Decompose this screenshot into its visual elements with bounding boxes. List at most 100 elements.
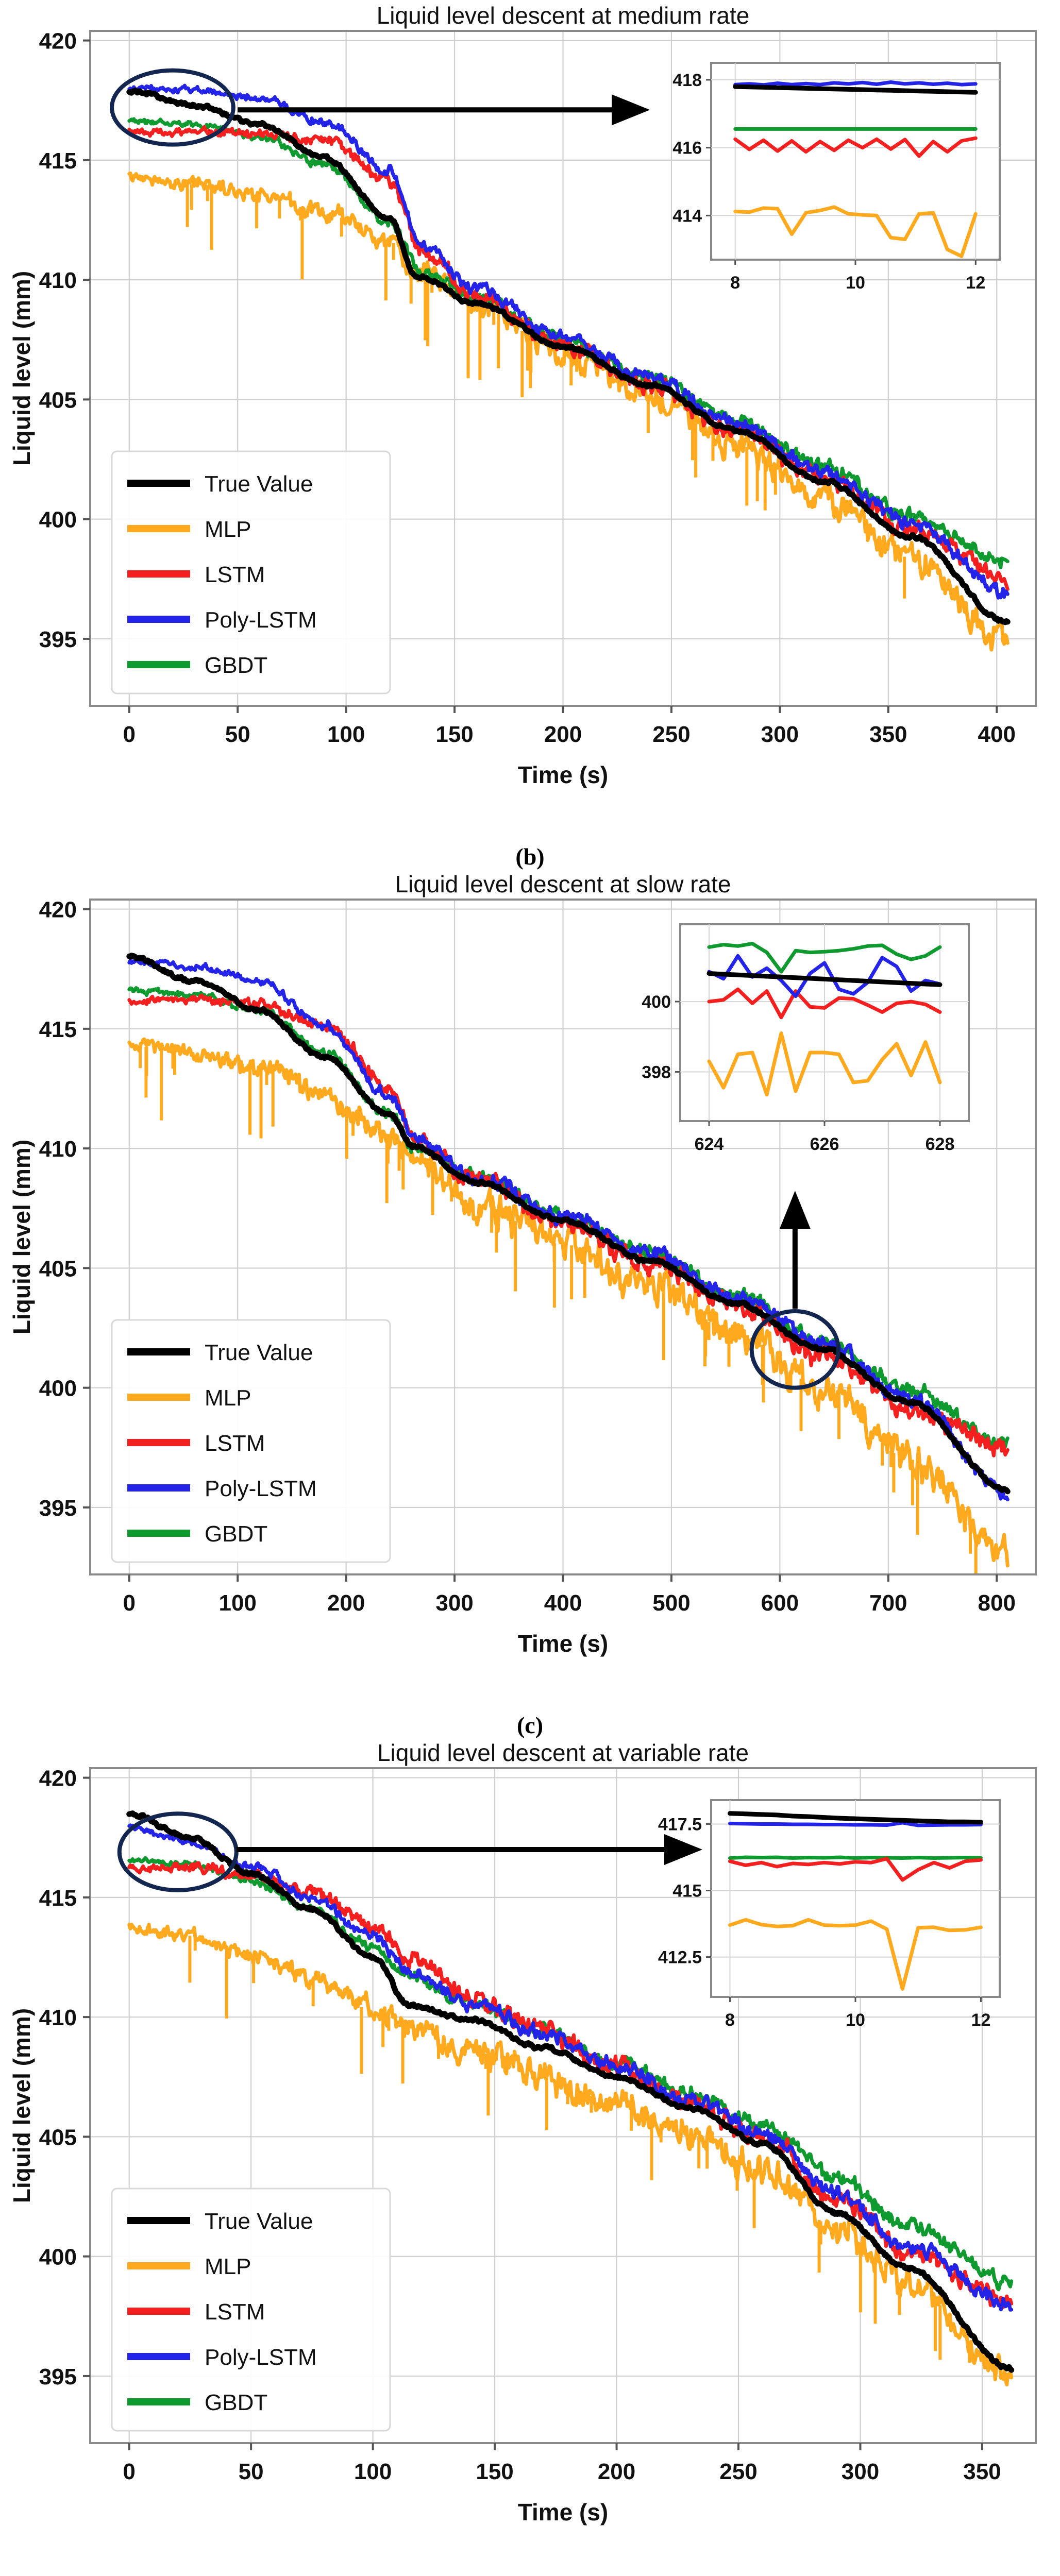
series-poly-lstm — [127, 1823, 1014, 2312]
zoom-region-circle — [110, 68, 235, 147]
inset-series-poly-lstm — [733, 80, 978, 87]
legend-label: GBDT — [205, 1521, 267, 1547]
chart-panel-c: 0 100 200 300 400 500 600 700 800 395 400 405 410 415… — [0, 869, 1060, 1737]
inset-x-tick-label: 8 — [725, 2010, 735, 2030]
inset-series-lstm — [733, 136, 978, 158]
plot-title: Liquid level descent at variable rate — [377, 1739, 749, 1766]
x-tick-label: 0 — [123, 1590, 136, 1616]
annotation-group — [110, 68, 650, 147]
legend-label: Poly-LSTM — [205, 607, 317, 633]
inset-y-tick-label: 415 — [672, 1882, 702, 1901]
legend-label: MLP — [205, 1385, 251, 1411]
x-axis-label: Time (s) — [518, 761, 609, 788]
legend-box — [111, 2188, 391, 2432]
x-axis-label: Time (s) — [518, 1630, 609, 1657]
x-tick-label: 100 — [354, 2459, 392, 2484]
x-tick-label: 150 — [435, 722, 473, 747]
y-tick-label: 400 — [39, 1376, 77, 1401]
inset-x-tick-label: 12 — [966, 273, 985, 293]
legend-label: True Value — [205, 2209, 313, 2234]
legend-label: GBDT — [205, 653, 267, 678]
axis-ticks: 0 50 100 150 200 250 300 350 400 395 400 405 410 415 4… — [39, 29, 1016, 747]
y-tick-label: 400 — [39, 507, 77, 533]
inset-y-tick-label: 414 — [672, 206, 702, 226]
plot-c: 0 100 200 300 400 500 600 700 800 395 400 405 410 415… — [8, 871, 1037, 1657]
annotation-group — [117, 1811, 702, 1892]
x-tick-label: 0 — [123, 722, 136, 747]
y-tick-label: 415 — [39, 148, 77, 174]
annotation-arrow-head — [664, 1834, 702, 1865]
plot-title: Liquid level descent at medium rate — [377, 2, 750, 29]
x-tick-label: 300 — [435, 1590, 473, 1616]
legend-label: LSTM — [205, 1431, 265, 1456]
y-tick-label: 420 — [39, 29, 77, 54]
x-tick-label: 150 — [476, 2459, 513, 2484]
inset-series-poly-lstm — [728, 1821, 983, 1827]
zoom-region-circle — [749, 1309, 841, 1390]
y-axis-label: Liquid level (mm) — [8, 271, 35, 466]
y-tick-label: 395 — [39, 627, 77, 652]
inset-x-tick-label: 10 — [846, 273, 865, 293]
x-tick-label: 50 — [239, 2459, 264, 2484]
inset-x-tick-label: 12 — [971, 2010, 991, 2030]
x-tick-label: 700 — [869, 1590, 907, 1616]
plot-d: 0 50 100 150 200 250 300 350 395 400 405 410 415 420 L… — [8, 1739, 1037, 2526]
x-tick-label: 500 — [652, 1590, 690, 1616]
plot-title: Liquid level descent at slow rate — [395, 871, 731, 897]
legend-label: Poly-LSTM — [205, 1476, 317, 1501]
inset-series-lstm — [728, 1857, 983, 1882]
y-tick-label: 415 — [39, 1886, 77, 1911]
axis-ticks: 0 50 100 150 200 250 300 350 395 400 405 410 415 420 — [39, 1766, 1001, 2484]
inset-series-lstm — [707, 987, 942, 1020]
inset-y-tick-label: 398 — [642, 1063, 671, 1082]
x-tick-label: 50 — [225, 722, 250, 747]
legend-box — [111, 1319, 391, 1563]
inset-x-tick-label: 624 — [695, 1134, 724, 1154]
x-axis-label: Time (s) — [518, 2499, 609, 2526]
inset-series-true-value — [733, 84, 978, 95]
y-tick-label: 410 — [39, 268, 77, 293]
annotation-group — [749, 1191, 841, 1390]
plot-b: 0 50 100 150 200 250 300 350 400 395 400 405 410 415 4… — [8, 2, 1037, 788]
series-mlp — [127, 1037, 1009, 1568]
series-poly-lstm — [127, 83, 1009, 600]
y-tick-label: 405 — [39, 2125, 77, 2150]
inset-axes: 8 10 12 414 416 418 — [672, 62, 1001, 293]
legend: True Value MLP LSTM Poly-LSTM GBDT — [111, 450, 391, 694]
inset-axes: 8 10 12 412.5 415 417.5 — [658, 1799, 1001, 2030]
legend-label: LSTM — [205, 562, 265, 587]
series-group — [126, 83, 1011, 652]
axes-frame — [89, 1767, 1037, 2444]
axis-ticks: 0 100 200 300 400 500 600 700 800 395 400 405 410 415… — [39, 897, 1016, 1616]
series-lstm — [127, 994, 1009, 1458]
inset-series-mlp — [733, 205, 978, 258]
y-tick-label: 405 — [39, 1256, 77, 1281]
inset-axes: 624 626 628 398 400 — [642, 923, 970, 1154]
series-true-value — [126, 953, 1011, 1495]
y-tick-label: 420 — [39, 1766, 77, 1791]
legend-label: True Value — [205, 1340, 313, 1365]
inset-x-tick-label: 628 — [926, 1134, 955, 1154]
series-true-value — [126, 88, 1011, 625]
y-tick-label: 405 — [39, 387, 77, 413]
legend-label: GBDT — [205, 2390, 267, 2415]
x-tick-label: 200 — [598, 2459, 635, 2484]
y-axis-label: Liquid level (mm) — [8, 2008, 35, 2203]
inset-series-mlp — [707, 1031, 942, 1097]
x-tick-label: 300 — [761, 722, 799, 747]
legend-label: LSTM — [205, 2299, 265, 2325]
chart-panel-d: 0 50 100 150 200 250 300 350 395 400 405 410 415 420 L… — [0, 1737, 1060, 2576]
inset-series-poly-lstm — [707, 954, 942, 998]
inset-y-tick-label: 418 — [672, 71, 702, 90]
inset-y-tick-label: 416 — [672, 139, 702, 158]
chart-panel-b: 0 50 100 150 200 250 300 350 400 395 400 405 410 415 4… — [0, 0, 1060, 869]
legend: True Value MLP LSTM Poly-LSTM GBDT — [111, 2188, 391, 2432]
series-mlp-spikes — [186, 183, 906, 599]
y-tick-label: 415 — [39, 1017, 77, 1042]
x-tick-label: 400 — [978, 722, 1016, 747]
x-tick-label: 200 — [544, 722, 582, 747]
annotation-arrow-head — [779, 1191, 811, 1229]
series-mlp-spikes — [139, 1046, 978, 1574]
